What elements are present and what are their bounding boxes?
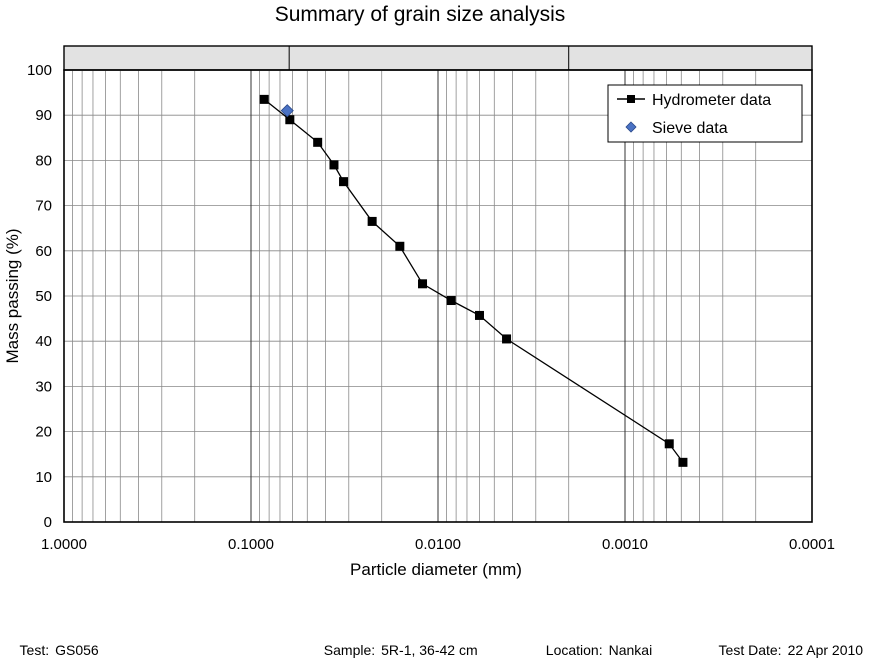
series-0-point-5	[367, 216, 377, 226]
series-0-line	[263, 98, 684, 463]
series-0-point-7	[418, 279, 428, 289]
footer-date-value: 22 Apr 2010	[787, 642, 864, 658]
top-band-box	[63, 45, 813, 71]
footer-test-label: Test:	[19, 642, 50, 658]
y-tick-label-10: 100	[27, 62, 52, 79]
legend-sieve-marker	[625, 121, 637, 133]
legend-hydrometer-marker	[627, 95, 635, 103]
series-0	[259, 94, 688, 467]
footer-test-value: GS056	[55, 642, 99, 658]
footer-sample-value: 5R-1, 36-42 cm	[381, 642, 478, 658]
y-tick-label-4: 40	[35, 333, 52, 350]
footer-sample-label: Sample:	[323, 642, 376, 658]
series-0-point-1	[285, 115, 295, 125]
y-tick-label-9: 90	[35, 107, 52, 124]
y-tick-label-2: 20	[35, 424, 52, 441]
series-0-point-12	[678, 457, 688, 467]
chart-title: Summary of grain size analysis	[275, 3, 566, 26]
x-tick-label-0: 1.0000	[41, 536, 87, 553]
series-0-point-4	[339, 177, 349, 187]
series-0-point-6	[395, 241, 405, 251]
y-tick-label-6: 60	[35, 243, 52, 260]
x-tick-label-4: 0.0001	[789, 536, 835, 553]
series-0-point-8	[446, 296, 456, 306]
series-0-point-0	[259, 94, 269, 104]
footer-date: Test Date: 22 Apr 2010	[711, 626, 864, 658]
y-tick-label-0: 0	[44, 514, 52, 531]
footer-test: Test: GS056	[12, 626, 99, 658]
legend-box	[607, 84, 803, 143]
series-layer	[259, 94, 688, 467]
footer-location-label: Location:	[545, 642, 603, 658]
x-tick-label-1: 0.1000	[228, 536, 274, 553]
y-tick-label-1: 10	[35, 469, 52, 486]
grain-size-chart: Summary of grain size analysis 0 10 20 30 40…	[3, 3, 835, 579]
series-0-point-10	[502, 334, 512, 344]
x-axis-label: Particle diameter (mm)	[350, 560, 522, 579]
series-1-point-0	[280, 104, 294, 118]
footer-sample: Sample: 5R-1, 36-42 cm	[316, 626, 478, 658]
legend-hydrometer-label: Hydrometer data	[652, 92, 771, 109]
footer-date-label: Test Date:	[718, 642, 782, 658]
plot-grid	[64, 70, 812, 522]
y-tick-label-5: 50	[35, 288, 52, 305]
x-tick-label-3: 0.0010	[602, 536, 648, 553]
y-tick-label-7: 70	[35, 198, 52, 215]
y-tick-label-3: 30	[35, 378, 52, 395]
x-tick-label-2: 0.0100	[415, 536, 461, 553]
x-axis-ticks: 1.0000 0.1000 0.0100 0.0010 0.0001	[41, 536, 835, 553]
footer-location: Location: Nankai	[538, 626, 652, 658]
series-0-point-3	[329, 160, 339, 170]
series-0-point-9	[474, 310, 484, 320]
series-0-point-2	[313, 137, 323, 147]
legend-sieve-label: Sieve data	[652, 120, 728, 137]
y-tick-label-8: 80	[35, 152, 52, 169]
series-0-point-11	[664, 439, 674, 449]
footer-location-value: Nankai	[608, 642, 653, 658]
series-1	[280, 104, 294, 118]
legend: Hydrometer data Sieve data	[607, 84, 803, 143]
y-axis-label: Mass passing (%)	[3, 228, 22, 363]
plot-area-frame	[63, 69, 813, 523]
size-class-band	[63, 45, 813, 71]
y-axis-ticks: 0 10 20 30 40 50 60 70 80 90 100	[27, 62, 52, 531]
